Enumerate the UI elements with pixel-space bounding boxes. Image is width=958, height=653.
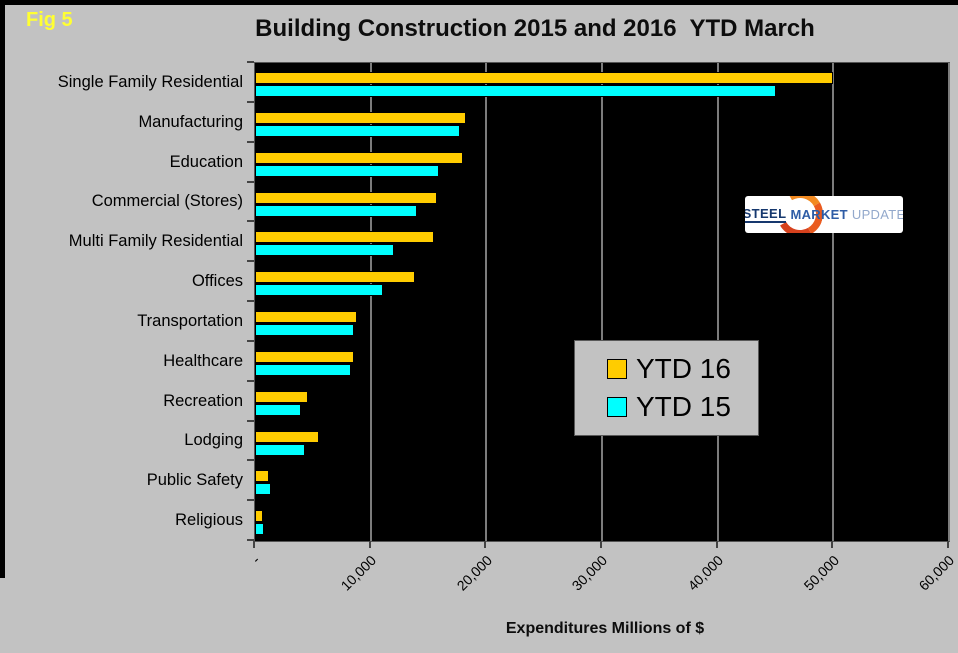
y-axis-tick — [247, 380, 254, 382]
y-axis-tick — [247, 420, 254, 422]
plot-area — [254, 62, 950, 542]
y-axis-tick — [247, 101, 254, 103]
y-axis-tick — [247, 220, 254, 222]
gridline-10000 — [369, 63, 372, 541]
y-axis-tick — [247, 260, 254, 262]
y-axis-tick — [247, 340, 254, 342]
x-axis-title: Expenditures Millions of $ — [505, 620, 705, 637]
x-tick-label-50000: 50,000 — [800, 552, 842, 594]
x-axis-tick — [600, 541, 602, 548]
legend-entry-ytd16: YTD 16 — [607, 355, 758, 383]
category-label: Manufacturing — [138, 112, 243, 131]
category-label: Healthcare — [163, 351, 243, 370]
bar-ytd15-healthcare — [255, 363, 351, 376]
x-axis-tick — [368, 541, 371, 548]
logo-text-update: UPDATE — [851, 207, 903, 222]
x-axis-tick — [484, 541, 487, 548]
x-tick-label-10000: 10,000 — [337, 552, 379, 594]
category-label: Recreation — [163, 391, 243, 410]
gridline-60000 — [948, 63, 950, 541]
legend-label-ytd16: YTD 16 — [636, 353, 731, 384]
legend-swatch-ytd15-icon — [607, 397, 627, 417]
bar-ytd16-public-safety — [255, 470, 269, 483]
x-tick-label-30000: 30,000 — [568, 552, 611, 594]
x-axis-tick — [831, 541, 834, 548]
category-label: Religious — [175, 511, 243, 530]
y-axis-tick — [247, 61, 254, 63]
bar-ytd15-single-family-residential — [255, 85, 776, 97]
gridline-30000 — [601, 63, 603, 541]
bar-ytd15-lodging — [255, 443, 305, 456]
y-axis-tick — [247, 499, 254, 501]
legend-swatch-ytd16-icon — [607, 359, 627, 379]
x-tick-label-60000: 60,000 — [915, 552, 958, 594]
bar-ytd15-public-safety — [255, 483, 271, 496]
x-axis-tick — [253, 541, 255, 548]
bar-ytd16-healthcare — [255, 350, 354, 363]
category-label: Offices — [191, 272, 243, 291]
bar-ytd15-transportation — [255, 324, 354, 336]
logo-text-market: MARKET — [790, 207, 848, 222]
bar-ytd16-commercial-stores- — [255, 191, 437, 204]
bar-ytd16-offices — [255, 271, 415, 284]
category-label: Education — [169, 152, 243, 171]
category-label: Multi Family Residential — [68, 232, 243, 251]
bar-ytd15-religious — [255, 523, 264, 536]
bar-ytd16-manufacturing — [255, 111, 466, 124]
bar-ytd16-multi-family-residential — [255, 231, 434, 244]
category-label: Single Family Residential — [57, 72, 243, 91]
gridline-50000 — [832, 63, 835, 541]
y-axis-tick — [247, 181, 254, 183]
steel-market-update-logo: STEEL MARKET UPDATE — [745, 196, 903, 233]
y-axis-tick — [247, 459, 254, 461]
y-axis-tick — [247, 300, 254, 302]
x-tick-label-: - — [248, 552, 264, 567]
x-tick-label-40000: 40,000 — [684, 552, 726, 594]
gridline-20000 — [485, 63, 488, 541]
bar-ytd15-recreation — [255, 403, 301, 416]
bar-ytd15-manufacturing — [255, 124, 460, 137]
figure-number-label: Fig 5 — [26, 9, 73, 31]
bar-ytd16-lodging — [255, 430, 319, 443]
x-axis-tick — [947, 541, 949, 548]
category-label: Transportation — [137, 311, 243, 330]
legend: YTD 16 YTD 15 — [574, 340, 759, 436]
y-axis-tick — [247, 141, 254, 143]
bar-ytd16-education — [255, 151, 463, 164]
legend-entry-ytd15: YTD 15 — [607, 393, 758, 421]
x-tick-label-20000: 20,000 — [453, 552, 495, 594]
x-axis-tick — [715, 541, 718, 548]
bar-ytd15-commercial-stores- — [255, 204, 417, 217]
top-border — [0, 0, 958, 5]
category-label: Public Safety — [146, 471, 243, 490]
left-border — [0, 0, 5, 578]
bar-ytd16-single-family-residential — [255, 72, 833, 84]
bar-ytd16-religious — [255, 510, 263, 523]
bar-ytd16-transportation — [255, 311, 357, 323]
bar-ytd15-education — [255, 164, 439, 177]
bar-ytd15-offices — [255, 284, 383, 297]
bar-ytd16-recreation — [255, 390, 308, 403]
chart-title: Building Construction 2015 and 2016 YTD … — [255, 15, 815, 42]
logo-text-steel: STEEL — [745, 206, 787, 223]
category-label: Commercial (Stores) — [91, 192, 243, 211]
bar-ytd15-multi-family-residential — [255, 244, 394, 257]
gridline-40000 — [716, 63, 719, 541]
category-label: Lodging — [184, 431, 243, 450]
y-axis-tick — [247, 539, 254, 541]
legend-label-ytd15: YTD 15 — [636, 391, 731, 422]
